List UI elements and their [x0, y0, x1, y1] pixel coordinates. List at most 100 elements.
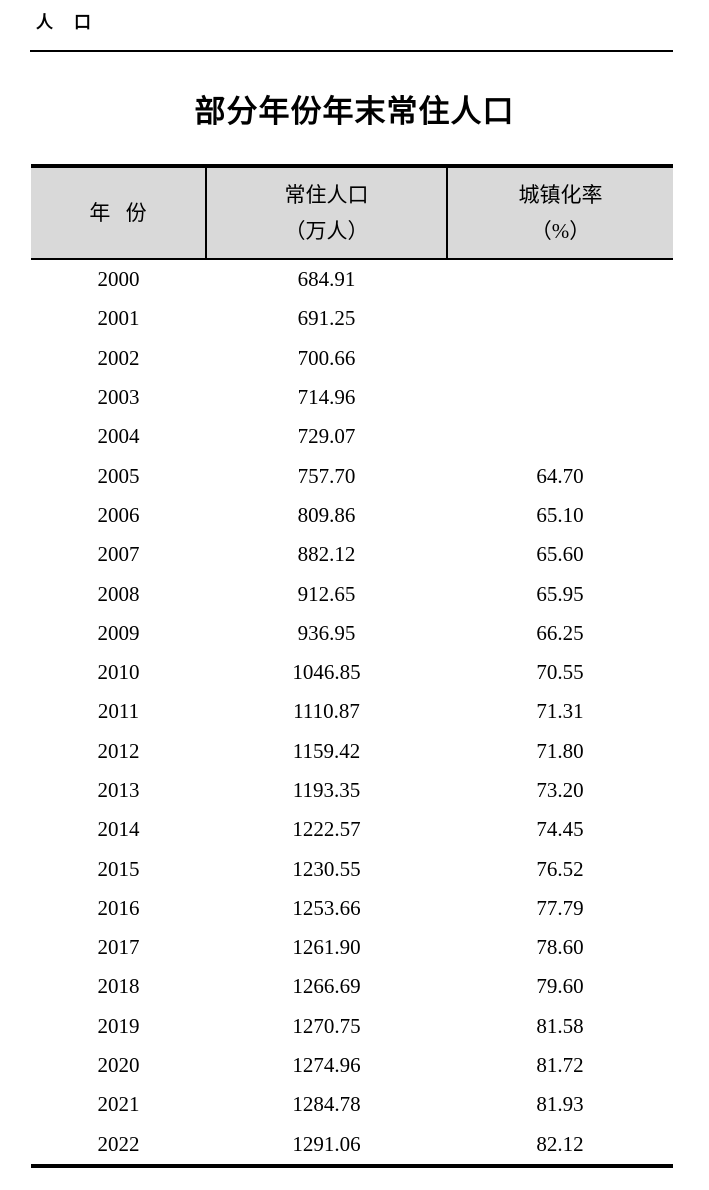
population-cell: 714.96 — [297, 385, 356, 410]
year-cell: 2012 — [97, 738, 140, 763]
table-row: 2016 1253.66 77.79 — [31, 889, 673, 928]
table-row: 2007 882.12 65.60 — [31, 535, 673, 574]
year-cell: 2004 — [97, 424, 140, 449]
table-row: 2011 1110.87 71.31 — [31, 692, 673, 731]
urbanization-cell: 79.60 — [536, 974, 584, 999]
population-cell: 1266.69 — [292, 974, 361, 999]
population-cell: 1253.66 — [292, 895, 361, 920]
year-cell: 2009 — [97, 620, 140, 645]
population-cell: 1261.90 — [292, 935, 361, 960]
table-row: 2021 1284.78 81.93 — [31, 1085, 673, 1124]
urbanization-cell: 78.60 — [536, 935, 584, 960]
population-cell: 936.95 — [297, 620, 356, 645]
column-header-population-name: 常住人口 — [284, 183, 369, 207]
table-row: 2013 1193.35 73.20 — [31, 771, 673, 810]
population-cell: 1291.06 — [292, 1131, 361, 1156]
table-row: 2003 714.96 — [31, 378, 673, 417]
urbanization-cell: 64.70 — [536, 463, 584, 488]
population-cell: 700.66 — [297, 345, 356, 370]
population-cell: 882.12 — [297, 542, 356, 567]
year-cell: 2001 — [97, 306, 140, 331]
table-row: 2015 1230.55 76.52 — [31, 849, 673, 888]
year-cell: 2014 — [97, 817, 140, 842]
column-header-urbanization: 城镇化率 （%） — [447, 166, 673, 260]
urbanization-cell: 65.10 — [536, 502, 584, 527]
table-header: 年 份 常住人口 （万人） 城镇化率 （%） — [31, 166, 673, 260]
urbanization-cell: 65.60 — [536, 542, 584, 567]
section-header-label: 人 口 — [36, 13, 93, 32]
urbanization-cell — [447, 299, 673, 338]
year-cell: 2015 — [97, 856, 140, 881]
urbanization-cell: 73.20 — [536, 778, 584, 802]
table-row: 2014 1222.57 74.45 — [31, 810, 673, 849]
year-cell: 2017 — [97, 935, 140, 960]
table-row: 2022 1291.06 82.12 — [31, 1125, 673, 1166]
year-cell: 2002 — [97, 345, 140, 370]
year-cell: 2018 — [97, 974, 140, 999]
year-cell: 2010 — [97, 660, 140, 685]
table-row: 2019 1270.75 81.58 — [31, 1007, 673, 1046]
header-rule — [30, 50, 673, 52]
population-cell: 1193.35 — [292, 778, 361, 802]
column-header-population: 常住人口 （万人） — [206, 166, 448, 260]
population-cell: 1046.85 — [292, 660, 361, 685]
table-row: 2001 691.25 — [31, 299, 673, 338]
urbanization-cell: 81.72 — [536, 1053, 584, 1078]
urbanization-cell: 74.45 — [536, 817, 584, 842]
column-header-year: 年 份 — [31, 166, 207, 260]
urbanization-cell: 81.93 — [536, 1092, 584, 1117]
urbanization-cell: 65.95 — [536, 581, 584, 606]
year-cell: 2007 — [97, 542, 140, 567]
table-row: 2012 1159.42 71.80 — [31, 732, 673, 771]
table-row: 2009 936.95 66.25 — [31, 614, 673, 653]
urbanization-cell — [447, 378, 673, 417]
year-cell: 2019 — [97, 1013, 140, 1038]
year-cell: 2021 — [97, 1092, 140, 1117]
urbanization-cell: 82.12 — [536, 1131, 584, 1156]
year-cell: 2006 — [97, 502, 140, 527]
population-cell: 1270.75 — [292, 1013, 361, 1038]
year-cell: 2005 — [97, 463, 140, 488]
population-cell: 729.07 — [297, 424, 356, 449]
column-header-urbanization-name: 城镇化率 — [518, 183, 603, 207]
population-cell: 1284.78 — [292, 1092, 361, 1117]
urbanization-cell: 70.55 — [536, 660, 584, 685]
year-cell: 2022 — [97, 1131, 140, 1156]
urbanization-cell — [447, 259, 673, 299]
table-row: 2005 757.70 64.70 — [31, 456, 673, 495]
column-header-population-unit: （万人） — [284, 219, 369, 243]
year-cell: 2011 — [97, 699, 140, 724]
year-cell: 2008 — [97, 581, 140, 606]
table-row: 2008 912.65 65.95 — [31, 574, 673, 613]
urbanization-cell: 76.52 — [536, 856, 584, 881]
population-cell: 691.25 — [297, 306, 356, 331]
urbanization-cell — [447, 339, 673, 378]
year-cell: 2013 — [97, 778, 140, 802]
population-cell: 1222.57 — [292, 817, 361, 842]
table-row: 2020 1274.96 81.72 — [31, 1046, 673, 1085]
population-table: 年 份 常住人口 （万人） 城镇化率 （%） 2000 684.91 2001 … — [31, 164, 673, 1168]
table-row: 2010 1046.85 70.55 — [31, 653, 673, 692]
population-cell: 1159.42 — [292, 738, 361, 763]
urbanization-cell: 71.31 — [536, 699, 584, 724]
population-cell: 757.70 — [297, 463, 356, 488]
column-header-urbanization-unit: （%） — [530, 219, 591, 243]
year-cell: 2003 — [97, 385, 140, 410]
table-row: 2000 684.91 — [31, 259, 673, 299]
population-cell: 912.65 — [297, 581, 356, 606]
year-cell: 2016 — [97, 895, 140, 920]
table-row: 2004 729.07 — [31, 417, 673, 456]
urbanization-cell: 71.80 — [536, 738, 584, 763]
population-cell: 1274.96 — [292, 1053, 361, 1078]
urbanization-cell: 81.58 — [536, 1013, 584, 1038]
table-row: 2018 1266.69 79.60 — [31, 967, 673, 1006]
table-header-row: 年 份 常住人口 （万人） 城镇化率 （%） — [31, 166, 673, 260]
table-row: 2002 700.66 — [31, 339, 673, 378]
table-row: 2006 809.86 65.10 — [31, 496, 673, 535]
population-cell: 684.91 — [297, 267, 356, 292]
year-cell: 2020 — [97, 1053, 140, 1078]
population-cell: 1110.87 — [293, 699, 360, 724]
population-cell: 1230.55 — [292, 856, 361, 881]
urbanization-cell — [447, 417, 673, 456]
